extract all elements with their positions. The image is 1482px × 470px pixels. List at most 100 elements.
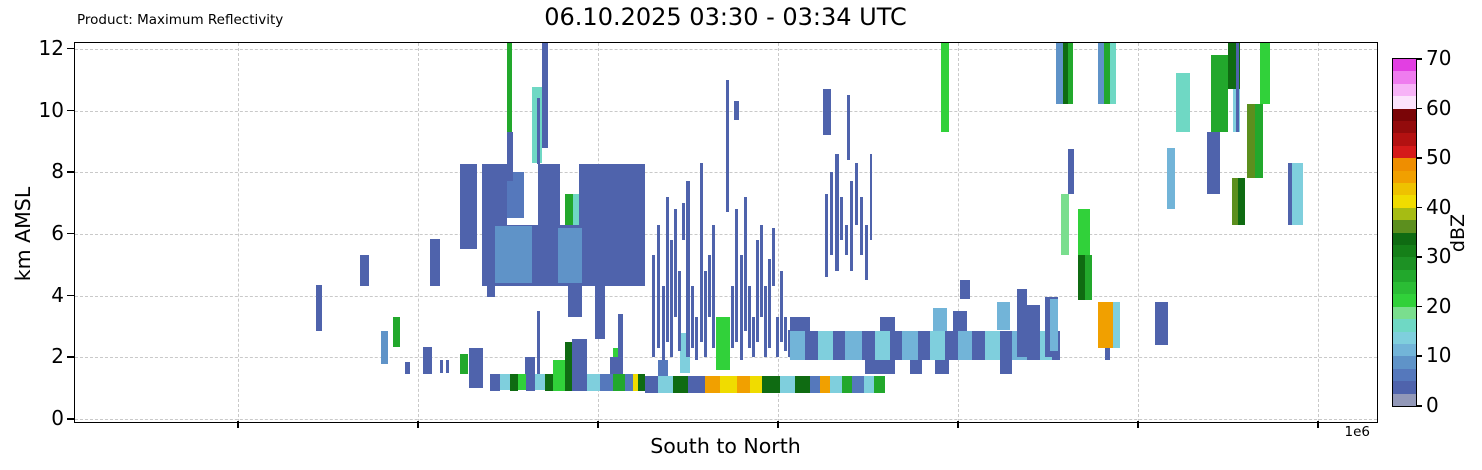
reflectivity-bar xyxy=(510,374,518,392)
colorbar-tick-mark xyxy=(1416,305,1422,308)
y-tick-mark xyxy=(67,171,74,173)
reflectivity-bar xyxy=(795,375,810,393)
x-tick-mark xyxy=(1137,421,1139,428)
reflectivity-bar xyxy=(874,375,885,393)
colorbar-cell xyxy=(1393,281,1416,295)
reflectivity-bar xyxy=(507,172,524,219)
gridline-horizontal xyxy=(75,419,1377,420)
plot-area xyxy=(74,42,1378,423)
reflectivity-bar xyxy=(405,361,410,375)
colorbar-cell xyxy=(1393,95,1416,109)
reflectivity-bar xyxy=(985,331,1000,361)
reflectivity-bar xyxy=(1068,149,1074,194)
reflectivity-bar xyxy=(673,375,688,393)
reflectivity-bar xyxy=(430,238,440,287)
colorbar-cell xyxy=(1393,207,1416,221)
reflectivity-bar xyxy=(1000,360,1012,375)
colorbar-cell xyxy=(1393,256,1416,270)
colorbar-tick-mark xyxy=(1416,405,1422,407)
colorbar-cell xyxy=(1393,269,1416,283)
x-tick-mark xyxy=(417,421,419,428)
reflectivity-bar xyxy=(1078,209,1090,256)
colorbar-cell xyxy=(1393,120,1416,134)
y-tick-mark xyxy=(67,232,74,235)
reflectivity-bar xyxy=(1085,255,1092,301)
reflectivity-bar xyxy=(625,374,633,392)
reflectivity-bar xyxy=(553,360,565,392)
gridline-vertical xyxy=(778,43,779,422)
reflectivity-bar xyxy=(691,286,694,349)
colorbar-cell xyxy=(1393,318,1416,332)
reflectivity-bar xyxy=(1098,301,1113,349)
reflectivity-bar xyxy=(750,375,762,393)
reflectivity-bar xyxy=(500,374,510,390)
reflectivity-bar xyxy=(686,181,690,358)
reflectivity-bar xyxy=(862,331,875,361)
reflectivity-bar xyxy=(880,317,895,332)
reflectivity-bar xyxy=(568,286,582,318)
reflectivity-bar xyxy=(833,331,845,361)
reflectivity-bar xyxy=(708,255,711,318)
reflectivity-bar xyxy=(768,258,771,349)
reflectivity-bar xyxy=(1000,331,1012,361)
reflectivity-bar xyxy=(688,375,705,393)
reflectivity-bar xyxy=(780,375,795,393)
reflectivity-bar xyxy=(780,270,783,342)
reflectivity-bar xyxy=(1078,255,1085,301)
colorbar-cell xyxy=(1393,380,1416,394)
colorbar-tick-mark xyxy=(1416,58,1422,60)
gridline-horizontal xyxy=(75,233,1377,235)
colorbar-cell xyxy=(1393,145,1416,159)
reflectivity-bar xyxy=(762,375,780,393)
reflectivity-bar xyxy=(744,196,747,332)
reflectivity-bar xyxy=(595,286,605,339)
reflectivity-bar xyxy=(658,375,673,393)
reflectivity-bar xyxy=(852,375,864,393)
reflectivity-bar xyxy=(1017,289,1027,358)
reflectivity-bar xyxy=(490,374,500,392)
reflectivity-bar xyxy=(820,375,830,393)
reflectivity-bar xyxy=(518,374,526,390)
colorbar-cell xyxy=(1393,306,1416,320)
reflectivity-bar xyxy=(316,284,322,332)
reflectivity-bar xyxy=(482,164,507,225)
reflectivity-bar xyxy=(638,374,645,392)
colorbar-cell xyxy=(1393,368,1416,382)
reflectivity-bar xyxy=(633,374,638,392)
reflectivity-bar xyxy=(772,227,775,287)
colorbar-tick-mark xyxy=(1416,107,1422,110)
x-tick-mark xyxy=(1317,421,1319,428)
reflectivity-bar xyxy=(1236,43,1239,133)
reflectivity-bar xyxy=(760,224,763,318)
y-tick-mark xyxy=(67,418,74,420)
reflectivity-bar xyxy=(565,341,574,392)
reflectivity-bar xyxy=(705,375,720,393)
reflectivity-bar xyxy=(1207,132,1220,194)
reflectivity-bar xyxy=(678,270,681,352)
reflectivity-bar xyxy=(930,331,945,361)
reflectivity-bar xyxy=(662,286,665,361)
reflectivity-bar xyxy=(764,286,767,358)
colorbar-cell xyxy=(1393,157,1416,171)
reflectivity-bar xyxy=(902,331,918,361)
reflectivity-bar xyxy=(1113,301,1120,349)
reflectivity-bar xyxy=(666,196,669,342)
colorbar-cell xyxy=(1393,107,1416,121)
colorbar-cell xyxy=(1393,293,1416,307)
reflectivity-bar xyxy=(558,227,582,284)
colorbar-tick-label: 50 xyxy=(1426,145,1452,170)
reflectivity-bar xyxy=(830,375,842,393)
reflectivity-bar xyxy=(1260,43,1270,105)
reflectivity-bar xyxy=(618,314,623,375)
x-tick-mark xyxy=(957,421,959,428)
reflectivity-bar xyxy=(695,317,698,361)
reflectivity-bar xyxy=(845,224,848,256)
reflectivity-bar xyxy=(823,88,831,136)
reflectivity-bar xyxy=(610,357,620,375)
reflectivity-bar xyxy=(680,332,690,373)
reflectivity-bar xyxy=(847,95,850,160)
reflectivity-bar xyxy=(507,132,513,182)
reflectivity-bar xyxy=(1211,54,1228,133)
gridline-vertical xyxy=(958,43,959,422)
